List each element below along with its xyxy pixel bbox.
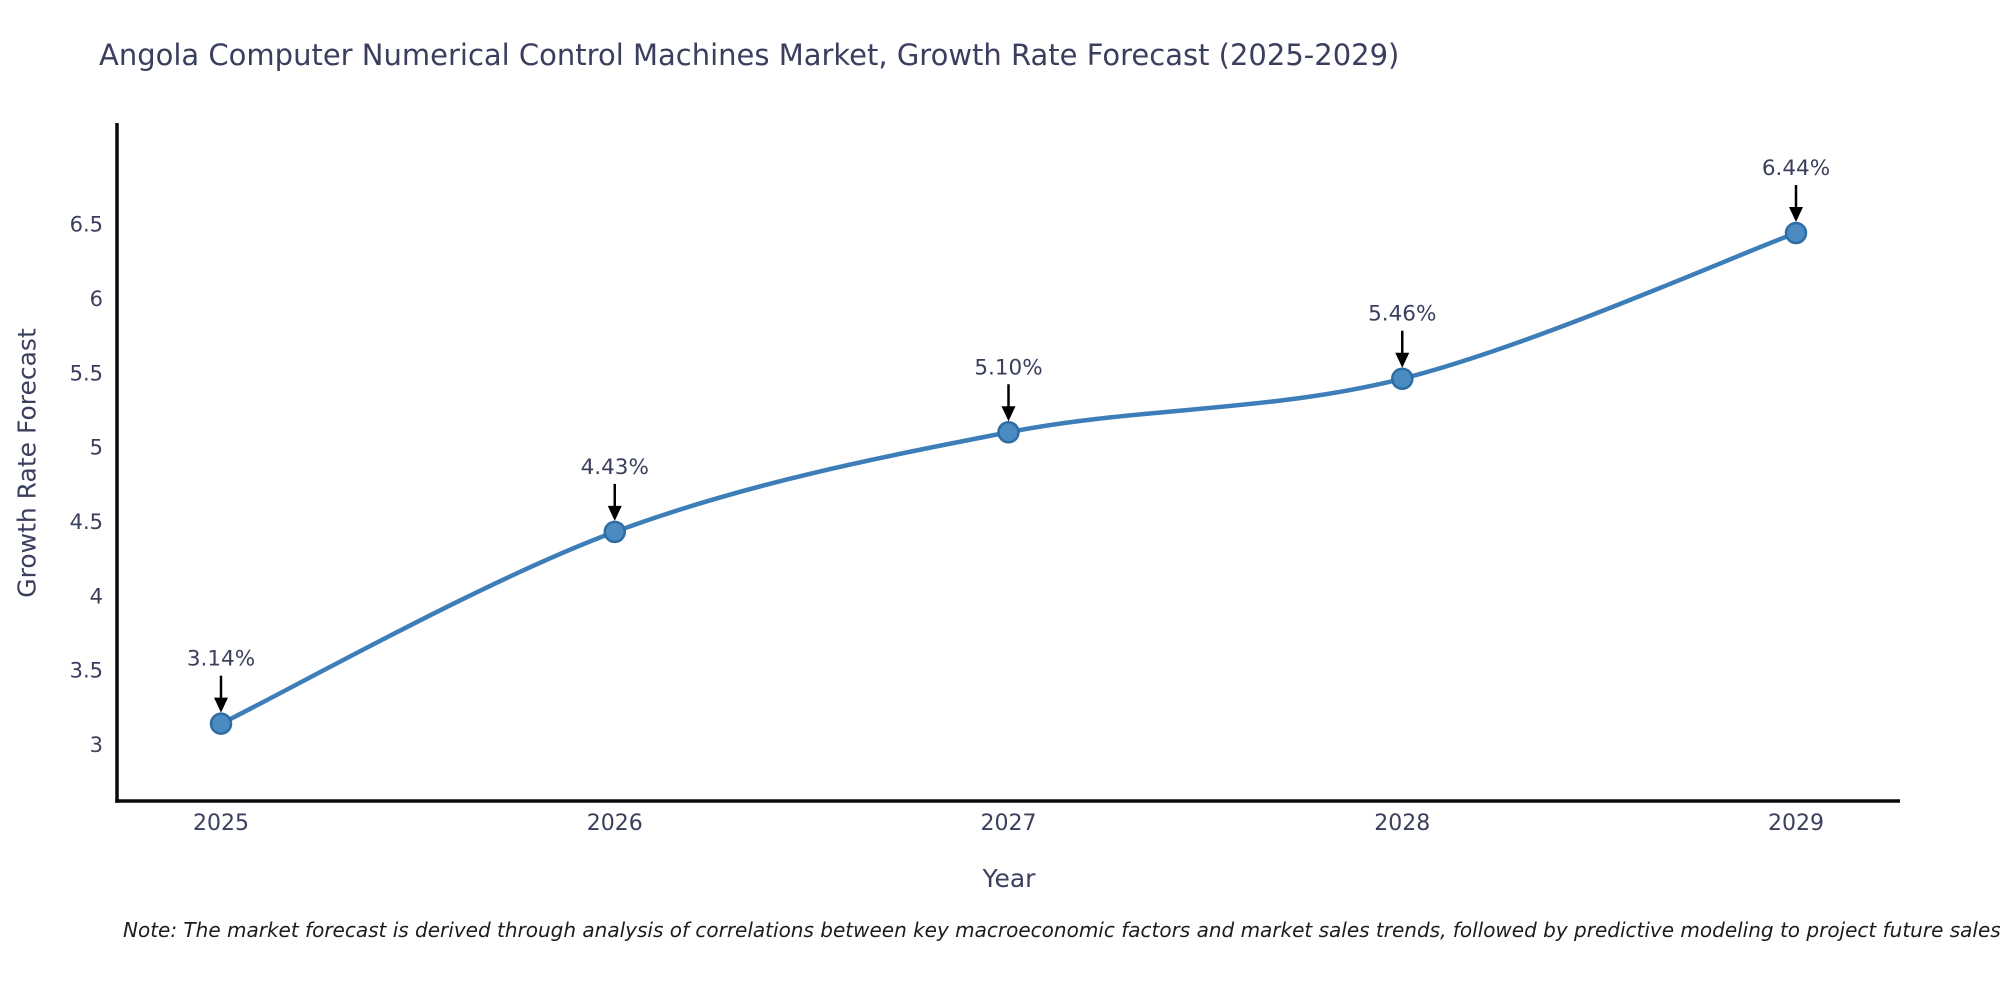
footnote: Note: The market forecast is derived thr… [123, 918, 2000, 942]
x-axis-title: Year [982, 864, 1036, 893]
x-tick-label: 2025 [193, 811, 249, 836]
data-point-label: 5.46% [1368, 302, 1436, 327]
y-tick-label: 5.5 [70, 361, 103, 385]
x-tick-label: 2027 [981, 811, 1037, 836]
y-axis-spine [115, 123, 119, 803]
data-point-marker [209, 712, 233, 735]
y-axis-title: Growth Rate Forecast [12, 328, 42, 598]
x-tick-label: 2026 [587, 811, 643, 836]
y-tick-label: 4 [90, 584, 103, 608]
y-tick-label: 3 [90, 733, 103, 757]
data-point-label: 4.43% [581, 455, 649, 480]
y-tick-label: 3.5 [70, 659, 103, 683]
y-tick-label: 6 [90, 287, 103, 311]
annotation-arrowhead-icon [214, 697, 228, 713]
y-tick-label: 6.5 [70, 213, 103, 237]
data-point-label: 3.14% [187, 647, 255, 672]
data-point-marker [1784, 221, 1808, 245]
growth-rate-line [218, 230, 1799, 726]
y-tick-label: 5 [90, 436, 103, 460]
y-tick-label: 4.5 [70, 510, 103, 534]
annotation-arrowhead-icon [1789, 207, 1803, 223]
annotation-arrowhead-icon [1395, 352, 1410, 368]
x-tick-label: 2029 [1768, 811, 1824, 836]
annotation-arrowhead-icon [1001, 406, 1016, 422]
annotation-arrowhead-icon [607, 505, 622, 521]
data-point-label: 6.44% [1762, 156, 1830, 181]
x-axis-spine [115, 799, 1900, 803]
data-point-marker [997, 421, 1020, 444]
data-point-marker [603, 520, 626, 544]
data-point-marker [1391, 367, 1414, 390]
data-point-label: 5.10% [974, 355, 1042, 380]
chart-title: Angola Computer Numerical Control Machin… [99, 38, 1400, 72]
x-tick-label: 2028 [1374, 811, 1430, 836]
